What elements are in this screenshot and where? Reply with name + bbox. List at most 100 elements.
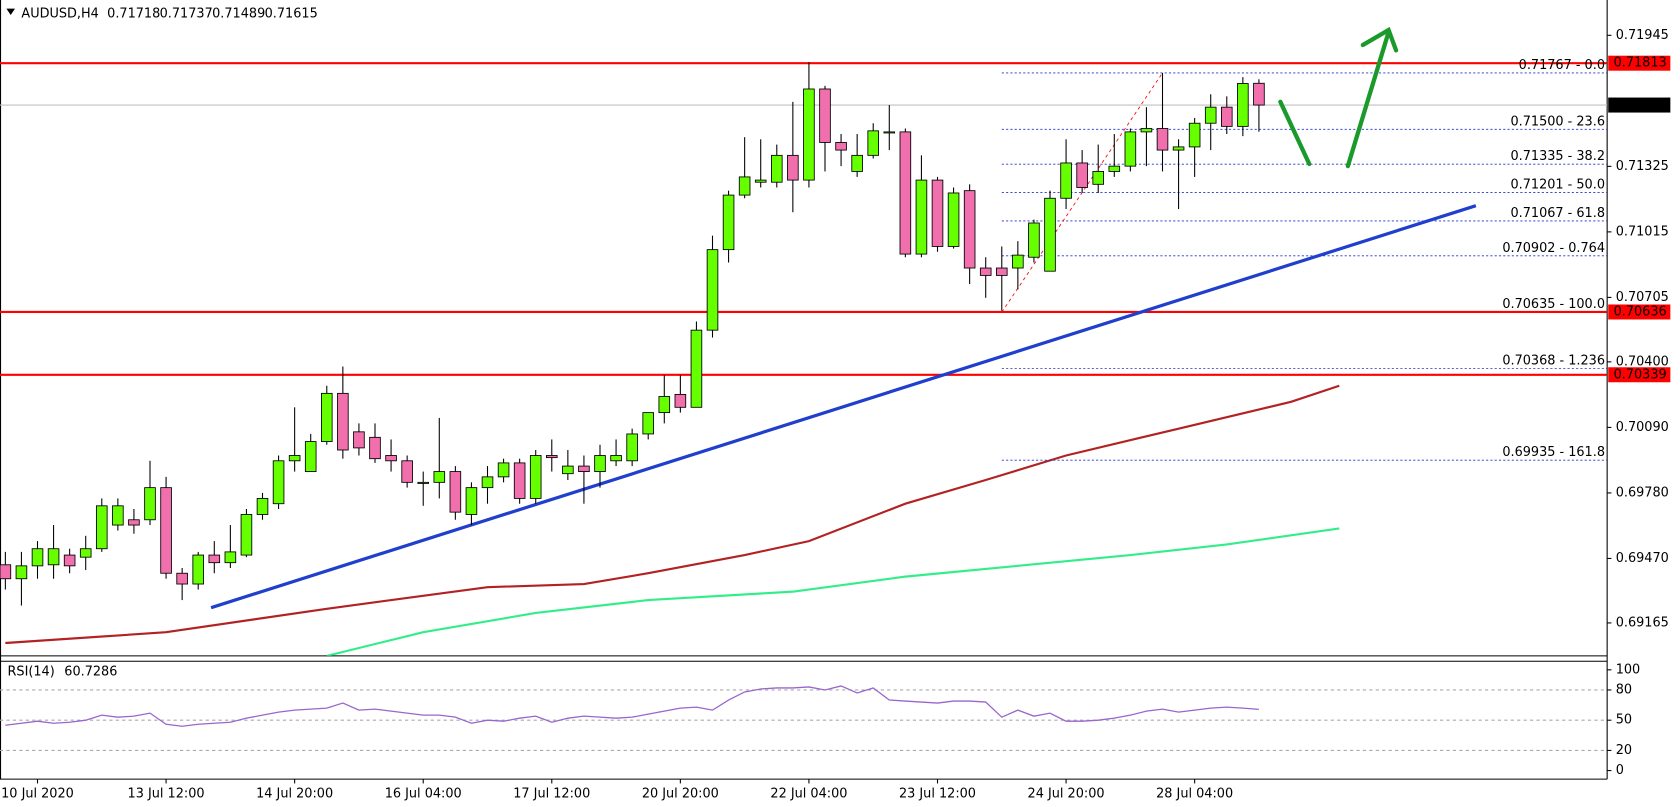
x-tick-label: 13 Jul 12:00 (128, 787, 205, 802)
moving-average (326, 527, 1340, 656)
rsi-value: 60.7286 (64, 664, 117, 679)
header-close: 0.71615 (265, 6, 318, 21)
candle-body (1092, 170, 1104, 185)
candle-body (0, 564, 12, 580)
header-open: 0.71718 (107, 6, 160, 21)
symbol: AUDUSD,H4 (21, 6, 98, 21)
candle-body (79, 548, 92, 558)
header-high: 0.71737 (160, 6, 213, 21)
candle-body (47, 548, 60, 566)
candle-body (899, 131, 912, 255)
candle-body (288, 455, 301, 462)
candle-body (176, 572, 188, 585)
candle-body (770, 154, 783, 183)
candle-body (240, 514, 253, 556)
candle-body (706, 249, 719, 331)
candle-body (128, 519, 140, 526)
current-price-tag (1608, 97, 1671, 113)
candle-body (722, 194, 735, 251)
menu-triangle (6, 8, 15, 16)
y-tick-label: 0.70090 (1616, 420, 1669, 435)
candle-body (15, 565, 28, 580)
y-tick-label: 0.71325 (1616, 159, 1669, 174)
rsi-pane (0, 685, 1608, 751)
rsi-tick-label: 100 (1616, 662, 1641, 677)
candle-body (369, 436, 381, 460)
candle-body (160, 487, 172, 574)
candle-body (658, 396, 671, 414)
candle-body (1060, 162, 1072, 199)
candle-body (513, 462, 526, 499)
candle-body (1156, 128, 1169, 151)
candle-body (610, 455, 622, 462)
candle-body (690, 329, 703, 408)
candle-body (851, 154, 863, 172)
candle-body (835, 142, 847, 151)
candle-body (353, 431, 365, 449)
candle-body (529, 455, 542, 499)
candle-body (931, 179, 944, 247)
candle-body (947, 192, 960, 247)
candle-body (304, 441, 317, 473)
main-pane (0, 62, 1608, 656)
rsi-tick-label: 50 (1616, 713, 1632, 728)
candle-body (626, 433, 638, 462)
candle-body (1124, 131, 1137, 167)
y-tick-label: 0.70400 (1616, 354, 1669, 369)
candle-body (963, 190, 976, 269)
candle-body (465, 487, 478, 515)
candle-body (208, 554, 221, 564)
rsi-tick-label: 80 (1616, 682, 1632, 697)
y-tick-label: 0.69165 (1616, 615, 1669, 630)
y-tick-label: 0.69470 (1616, 551, 1669, 566)
fib-label: 0.70368 - 1.236 (1502, 354, 1605, 369)
candle-body (401, 460, 413, 483)
candle-body (594, 455, 606, 473)
candle-body (915, 179, 928, 255)
candle-body (224, 551, 237, 564)
x-tick-label: 24 Jul 20:00 (1028, 787, 1105, 802)
candle-body (112, 505, 124, 526)
rsi-title: RSI(14) (8, 664, 55, 679)
candle-body (1108, 165, 1121, 172)
candle-body (578, 465, 590, 473)
candle-body (144, 487, 156, 521)
candle-body (337, 392, 349, 451)
candle-body (1140, 128, 1153, 133)
fib-label: 0.69935 - 161.8 (1502, 445, 1605, 460)
fib-label: 0.70635 - 100.0 (1502, 297, 1605, 312)
candle-body (738, 176, 751, 196)
candle-body (95, 505, 108, 550)
candle-body (1172, 146, 1185, 151)
header-low: 0.71489 (212, 6, 265, 21)
candle-body (1044, 197, 1056, 272)
y-tick-label: 0.69780 (1616, 485, 1669, 500)
candle-body (1028, 222, 1040, 258)
fib-label: 0.71500 - 23.6 (1510, 114, 1605, 129)
candle-body (803, 88, 815, 181)
candle-body (192, 554, 204, 585)
y-tick-label: 0.71015 (1616, 224, 1669, 239)
candle-body (497, 462, 510, 478)
fib-label: 0.71767 - 0.0 (1519, 58, 1605, 73)
level-tag (1608, 367, 1671, 383)
x-tick-label: 14 Jul 20:00 (256, 787, 333, 802)
x-tick-label: 16 Jul 04:00 (385, 787, 462, 802)
candle-body (867, 130, 879, 156)
candle-body (1237, 83, 1249, 127)
x-tick-label: 23 Jul 12:00 (899, 787, 976, 802)
current-price-label: 0.71615 (1614, 98, 1667, 113)
level-label: 0.70339 (1614, 367, 1667, 382)
candle-body (272, 460, 285, 505)
x-tick-label: 10 Jul 2020 (1, 787, 74, 802)
candle-body (433, 471, 446, 483)
candle-body (562, 465, 574, 475)
candle-body (256, 497, 269, 515)
candle-body (995, 267, 1008, 276)
rsi-tick-label: 0 (1616, 763, 1624, 778)
candle-body (1076, 162, 1088, 188)
fib-label: 0.71067 - 61.8 (1510, 206, 1605, 221)
